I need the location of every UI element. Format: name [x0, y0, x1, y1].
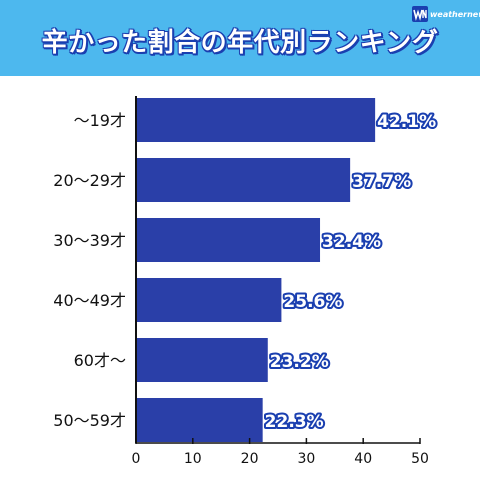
category-label: 50〜59才 [53, 411, 126, 430]
x-tick-label: 10 [184, 451, 202, 467]
chart-title: 辛かった割合の年代別ランキング [41, 28, 439, 58]
bars-group [136, 98, 376, 442]
x-tick-label: 0 [132, 451, 141, 467]
value-label: 25.6% [283, 292, 342, 312]
category-label: 40〜49才 [53, 291, 126, 310]
bar-chart: 〜19才 20〜29才 30〜39才 40〜49才 60才〜 50〜59才 42.1% 37… [53, 96, 438, 467]
category-labels-group: 〜19才 20〜29才 30〜39才 40〜49才 60才〜 50〜59才 [53, 111, 126, 430]
value-label: 23.2% [270, 352, 329, 372]
category-label: 30〜39才 [53, 231, 126, 250]
value-labels-group: 42.1% 37.7% 32.4% 25.6% 23.2% 22.3% [263, 110, 438, 434]
x-tick-label: 20 [241, 451, 259, 467]
value-label: 22.3% [265, 412, 324, 432]
bar-4 [136, 278, 282, 322]
x-axis-group: 0 10 20 30 40 50 [132, 96, 429, 467]
bar-1 [136, 98, 376, 142]
bar-6 [136, 398, 263, 442]
value-label: 42.1% [377, 112, 436, 132]
bar-5 [136, 338, 268, 382]
x-tick-label: 50 [411, 451, 429, 467]
brand-logo: weathernews [412, 6, 480, 22]
category-label: 60才〜 [74, 351, 126, 370]
value-label: 37.7% [352, 172, 411, 192]
bar-2 [136, 158, 351, 202]
category-label: 20〜29才 [53, 171, 126, 190]
category-label: 〜19才 [74, 111, 126, 130]
x-tick-label: 40 [354, 451, 372, 467]
header-banner [0, 0, 480, 76]
weathernews-logo-icon [412, 6, 428, 22]
value-label: 32.4% [322, 232, 381, 252]
brand-name: weathernews [430, 9, 480, 19]
bar-3 [136, 218, 321, 262]
x-tick-label: 30 [297, 451, 315, 467]
